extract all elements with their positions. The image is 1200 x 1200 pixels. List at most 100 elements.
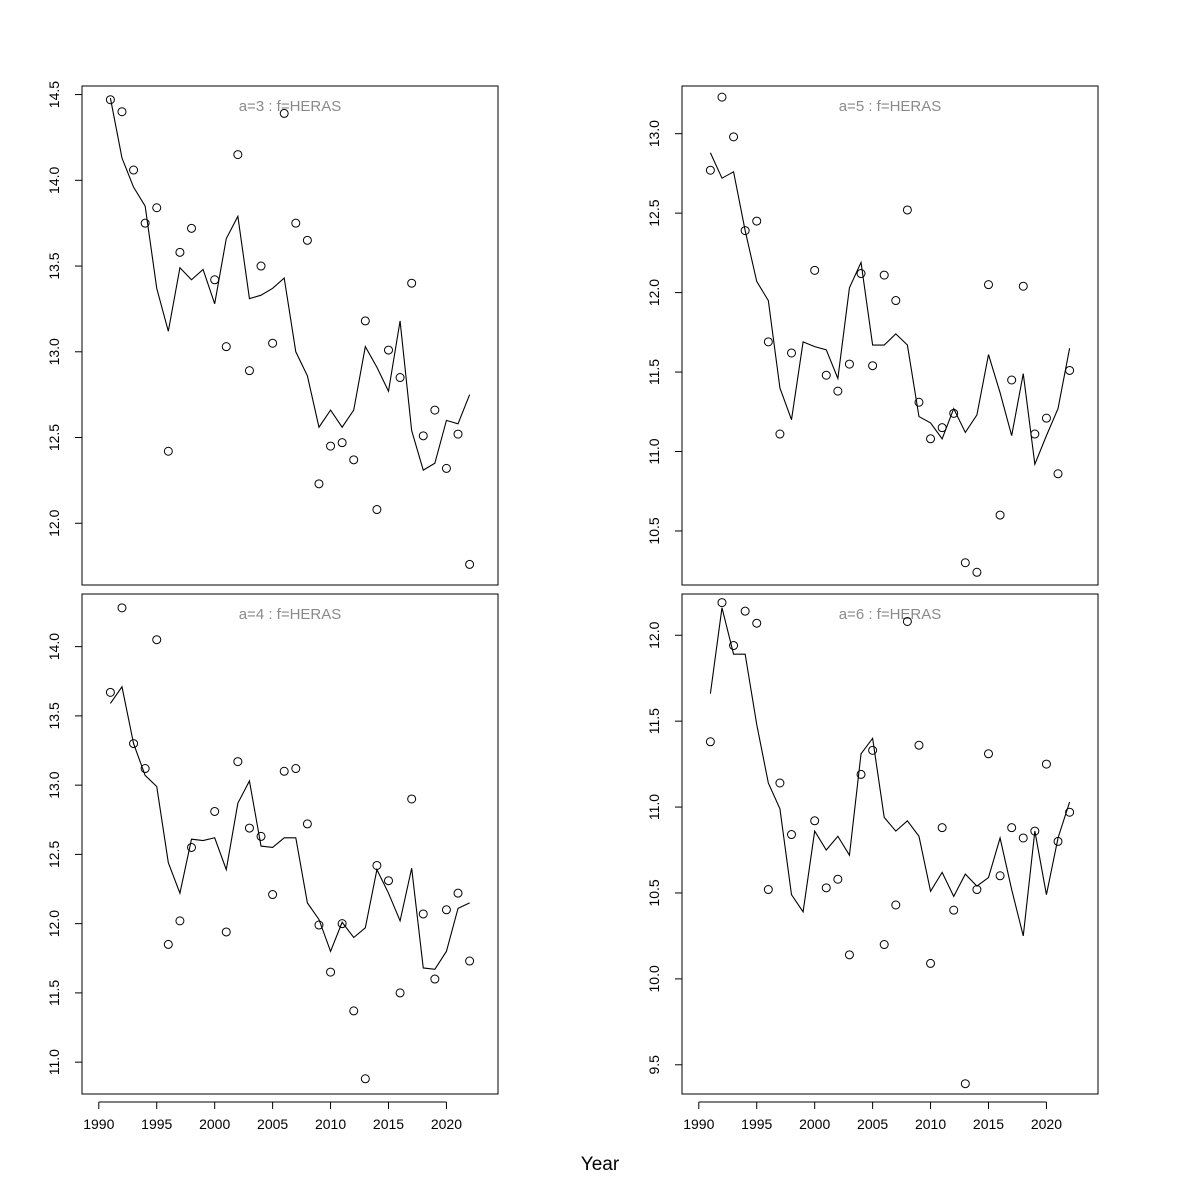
observed-point <box>337 438 347 448</box>
observed-point <box>902 205 912 215</box>
observed-point <box>752 216 762 226</box>
plot-frame <box>681 85 1099 586</box>
y-tick-label: 9.5 <box>646 1055 662 1075</box>
observed-point <box>430 405 440 415</box>
observed-point <box>407 278 417 288</box>
observed-point <box>1007 823 1017 833</box>
observed-point <box>844 950 854 960</box>
observed-point <box>129 739 139 749</box>
observed-point <box>221 342 231 352</box>
observed-point <box>360 316 370 326</box>
observed-point <box>465 559 475 569</box>
observed-point <box>279 766 289 776</box>
y-tick-label: 12.5 <box>46 841 62 868</box>
observed-point <box>960 558 970 568</box>
observed-point <box>926 434 936 444</box>
fitted-line <box>109 685 470 970</box>
observed-point <box>972 567 982 577</box>
panel-title: a=4 : f=HERAS <box>239 606 342 623</box>
observed-point <box>441 463 451 473</box>
fitted-line <box>109 97 471 471</box>
observed-point <box>821 370 831 380</box>
observed-point <box>1041 759 1051 769</box>
y-tick-label: 13.5 <box>46 702 62 729</box>
observed-point <box>453 429 463 439</box>
observed-point <box>360 1074 370 1084</box>
x-tick-label: 1990 <box>83 1116 114 1132</box>
observed-point <box>407 794 417 804</box>
observed-point <box>268 890 278 900</box>
observed-point <box>856 269 866 279</box>
observed-point <box>1065 807 1075 817</box>
observed-point <box>972 885 982 895</box>
observed-point <box>995 871 1005 881</box>
observed-point <box>163 939 173 949</box>
observed-point <box>926 958 936 968</box>
observed-point <box>291 764 301 774</box>
y-tick-label: 11.5 <box>46 980 62 1006</box>
observed-point <box>175 916 185 926</box>
observed-point <box>995 510 1005 520</box>
observed-point <box>268 338 278 348</box>
observed-point <box>740 226 750 236</box>
observed-point <box>879 270 889 280</box>
observed-point <box>256 831 266 841</box>
x-tick-label: 2020 <box>1031 1116 1062 1132</box>
y-tick-label: 14.0 <box>46 166 62 193</box>
x-tick-label: 1995 <box>141 1116 172 1132</box>
observed-point <box>314 479 324 489</box>
observed-point <box>129 165 139 175</box>
observed-point <box>717 92 727 102</box>
observed-point <box>256 261 266 271</box>
observed-point <box>879 940 889 950</box>
observed-point <box>395 988 405 998</box>
fitted-line <box>709 607 1071 937</box>
observed-point <box>833 386 843 396</box>
observed-point <box>152 635 162 645</box>
observed-point <box>140 764 150 774</box>
observed-point <box>383 876 393 886</box>
observed-point <box>983 280 993 290</box>
observed-point <box>372 505 382 515</box>
y-tick-label: 11.0 <box>46 1049 62 1075</box>
y-tick-label: 13.0 <box>646 120 662 147</box>
observed-point <box>395 373 405 383</box>
y-tick-label: 12.0 <box>646 279 662 306</box>
observed-point <box>210 806 220 816</box>
observed-point <box>441 905 451 915</box>
x-axis-label: Year <box>580 1154 620 1175</box>
observed-point <box>1007 375 1017 385</box>
observed-point <box>763 885 773 895</box>
observed-point <box>1018 281 1028 291</box>
y-tick-label: 10.5 <box>646 879 662 906</box>
panel-4: a=6 : f=HERAS 9.5 10.0 10.5 11.0 11.5 12.0 1990… <box>646 593 1099 1132</box>
observed-point <box>752 618 762 628</box>
y-tick-label: 11.0 <box>646 794 662 820</box>
y-tick-label: 11.5 <box>646 708 662 734</box>
observed-point <box>337 919 347 929</box>
observed-point <box>233 150 243 160</box>
x-tick-label: 1995 <box>741 1116 772 1132</box>
y-tick-label: 11.0 <box>646 438 662 464</box>
x-tick-label: 2000 <box>199 1116 230 1132</box>
observed-point <box>105 95 115 105</box>
y-tick-label: 12.0 <box>46 509 62 536</box>
observed-point <box>453 888 463 898</box>
observed-point <box>279 108 289 118</box>
observed-point <box>349 1006 359 1016</box>
observed-point <box>844 359 854 369</box>
y-tick-label: 11.5 <box>646 359 662 385</box>
observed-point <box>175 247 185 257</box>
observed-point <box>1030 429 1040 439</box>
y-tick-label: 10.0 <box>646 965 662 992</box>
panel-2: a=5 : f=HERAS 10.5 11.0 11.5 12.0 12.5 13.0 <box>646 85 1099 586</box>
observed-point <box>244 366 254 376</box>
observed-point <box>856 769 866 779</box>
observed-point <box>221 927 231 937</box>
observed-point <box>163 446 173 456</box>
y-tick-label: 10.5 <box>646 517 662 544</box>
observed-point <box>105 687 115 697</box>
observed-point <box>210 275 220 285</box>
observed-point <box>902 616 912 626</box>
